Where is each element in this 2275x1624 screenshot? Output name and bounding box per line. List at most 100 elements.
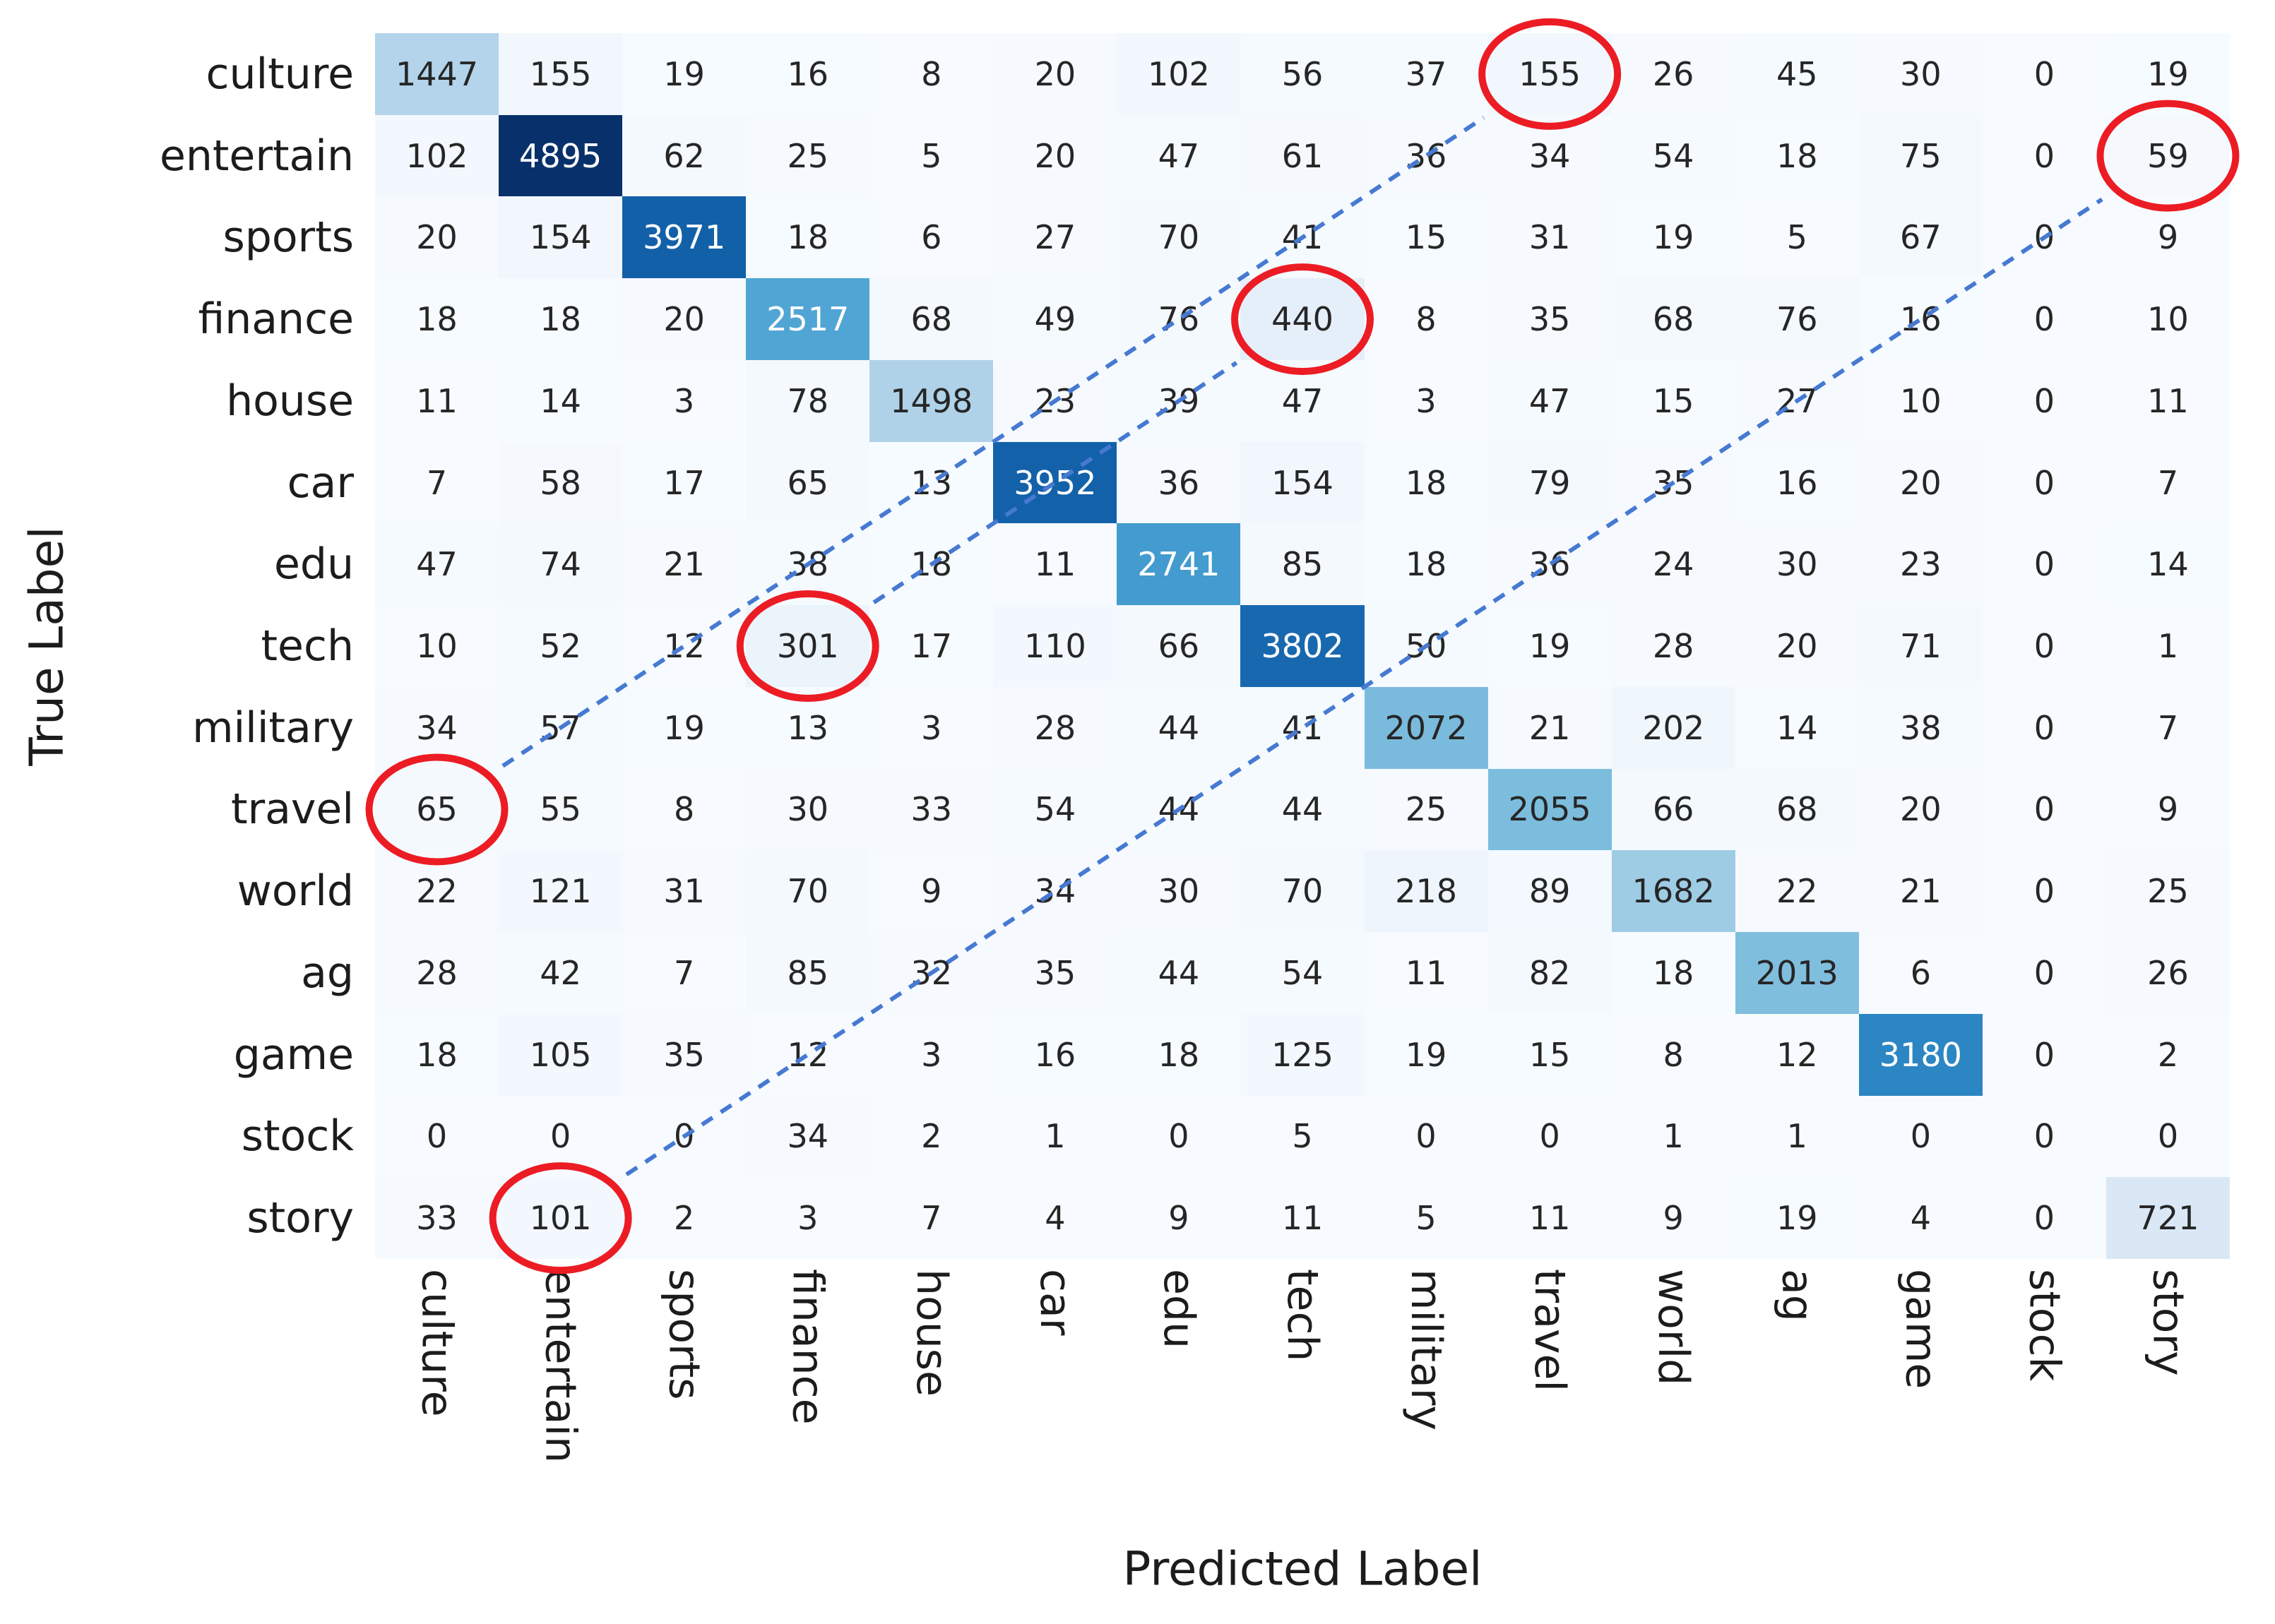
matrix-cell: 36 [1487, 523, 1612, 606]
x-tick-label-car: car [993, 1269, 1117, 1594]
matrix-cell: 35 [993, 932, 1117, 1014]
y-tick-label-stock: stock [241, 1111, 354, 1162]
matrix-cell: 55 [499, 768, 623, 851]
x-tick-label-stock: stock [1983, 1269, 2106, 1594]
matrix-cell: 70 [1240, 850, 1365, 933]
matrix-cell: 45 [1735, 33, 1859, 115]
matrix-cell: 8 [622, 768, 747, 851]
matrix-cell: 1 [1611, 1095, 1735, 1178]
matrix-cell: 44 [1117, 932, 1241, 1014]
matrix-cell: 44 [1117, 686, 1241, 769]
matrix-cell: 21 [1858, 850, 1983, 933]
x-tick-label-text: stock [2019, 1269, 2069, 1382]
matrix-cell: 14 [2105, 523, 2230, 606]
matrix-cell: 18 [375, 1013, 499, 1096]
matrix-cell: 11 [1487, 1177, 1612, 1259]
matrix-cell: 18 [1735, 114, 1859, 197]
matrix-cell: 39 [1117, 359, 1241, 442]
matrix-cell: 89 [1487, 850, 1612, 933]
matrix-cell: 2 [869, 1095, 994, 1178]
x-tick-label-military: military [1365, 1269, 1488, 1594]
matrix-cell: 65 [746, 441, 870, 524]
matrix-cell: 1 [2105, 605, 2230, 687]
matrix-cell: 18 [375, 278, 499, 360]
matrix-cell: 0 [1982, 768, 2106, 851]
matrix-cell: 18 [1364, 523, 1488, 606]
matrix-cell: 1447 [375, 33, 499, 115]
matrix-cell: 19 [1487, 605, 1612, 687]
matrix-cell: 2 [622, 1177, 747, 1259]
matrix-cell: 66 [1117, 605, 1241, 687]
matrix-cell: 20 [993, 114, 1117, 197]
matrix-cell: 0 [1982, 359, 2106, 442]
matrix-cell: 3 [869, 1013, 994, 1096]
matrix-cell: 155 [499, 33, 623, 115]
matrix-cell: 68 [1611, 278, 1735, 360]
matrix-cell: 13 [869, 441, 994, 524]
matrix-cell: 12 [1735, 1013, 1859, 1096]
matrix-cell: 121 [499, 850, 623, 933]
matrix-cell: 3 [869, 686, 994, 769]
matrix-cell: 2517 [746, 278, 870, 360]
matrix-cell: 218 [1364, 850, 1488, 933]
matrix-cell: 0 [1982, 114, 2106, 197]
matrix-cell: 301 [746, 605, 870, 687]
matrix-cell: 1498 [869, 359, 994, 442]
matrix-cell: 26 [1611, 33, 1735, 115]
matrix-cell: 65 [375, 768, 499, 851]
matrix-cell: 8 [1611, 1013, 1735, 1096]
y-tick-label-entertain: entertain [159, 131, 354, 181]
matrix-cell: 1 [1735, 1095, 1859, 1178]
matrix-cell: 7 [2105, 686, 2230, 769]
matrix-cell: 4 [1858, 1177, 1983, 1259]
matrix-cell: 32 [869, 932, 994, 1014]
matrix-cell: 721 [2105, 1177, 2230, 1259]
matrix-cell: 11 [375, 359, 499, 442]
matrix-cell: 30 [1858, 33, 1983, 115]
matrix-cell: 14 [499, 359, 623, 442]
x-tick-label-story: story [2106, 1269, 2230, 1594]
matrix-cell: 0 [375, 1095, 499, 1178]
matrix-cell: 0 [1982, 441, 2106, 524]
matrix-cell: 102 [1117, 33, 1241, 115]
matrix-cell: 0 [1982, 196, 2106, 279]
matrix-cell: 13 [746, 686, 870, 769]
matrix-cell: 11 [2105, 359, 2230, 442]
matrix-cell: 35 [622, 1013, 747, 1096]
matrix-cell: 0 [1982, 932, 2106, 1014]
matrix-cell: 21 [1487, 686, 1612, 769]
matrix-cell: 74 [499, 523, 623, 606]
y-tick-label-travel: travel [230, 784, 354, 835]
matrix-cell: 70 [1117, 196, 1241, 279]
matrix-cell: 31 [1487, 196, 1612, 279]
x-tick-label-culture: culture [375, 1269, 499, 1594]
matrix-cell: 0 [1982, 523, 2106, 606]
matrix-cell: 15 [1611, 359, 1735, 442]
x-tick-label-text: military [1401, 1269, 1451, 1431]
x-tick-label-text: finance [783, 1269, 833, 1425]
matrix-cell: 5 [1364, 1177, 1488, 1259]
matrix-cell: 19 [1364, 1013, 1488, 1096]
matrix-cell: 30 [746, 768, 870, 851]
matrix-cell: 20 [1735, 605, 1859, 687]
matrix-cell: 0 [1117, 1095, 1241, 1178]
matrix-cell: 14 [1735, 686, 1859, 769]
matrix-cell: 18 [869, 523, 994, 606]
matrix-cell: 54 [993, 768, 1117, 851]
matrix-cell: 125 [1240, 1013, 1365, 1096]
matrix-cell: 41 [1240, 196, 1365, 279]
matrix-cell: 22 [1735, 850, 1859, 933]
matrix-cell: 38 [746, 523, 870, 606]
x-tick-label-text: travel [1525, 1269, 1575, 1392]
matrix-cell: 1682 [1611, 850, 1735, 933]
matrix-cell: 155 [1487, 33, 1612, 115]
matrix-cell: 18 [1611, 932, 1735, 1014]
matrix-cell: 17 [869, 605, 994, 687]
x-tick-label-ag: ag [1735, 1269, 1859, 1594]
heatmap-grid: 1447 155 19 16 8 20 102 56 37 155 26 45 30 0 19 102 4895… [375, 33, 2230, 1259]
x-tick-label-text: sports [659, 1269, 709, 1400]
matrix-cell: 16 [993, 1013, 1117, 1096]
matrix-cell: 20 [622, 278, 747, 360]
x-tick-label-tech: tech [1240, 1269, 1364, 1594]
